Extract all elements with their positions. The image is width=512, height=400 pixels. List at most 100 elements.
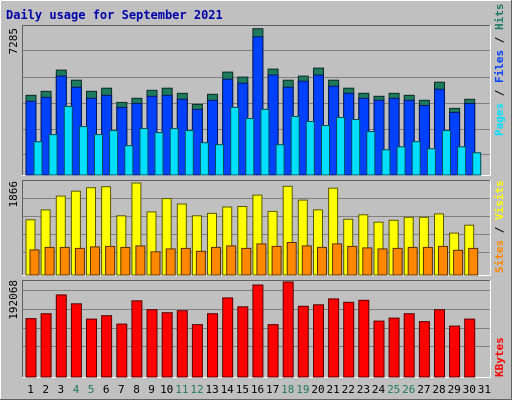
day-label-11: 11 [175, 383, 188, 396]
pages-bar-day-25 [396, 146, 406, 176]
sites-bar-day-13 [211, 246, 221, 276]
kbytes-bar-day-30 [464, 318, 476, 378]
pages-bar-day-15 [245, 118, 255, 176]
kbytes-bar-day-26 [403, 313, 415, 378]
kbytes-bar-day-15 [237, 306, 249, 378]
pages-bar-day-18 [290, 116, 300, 176]
kbytes-bar-day-23 [358, 299, 370, 378]
day-label-10: 10 [160, 383, 173, 396]
hits-files-pages-panel [22, 25, 491, 176]
legend-pages: Pages [493, 103, 506, 136]
day-label-18: 18 [281, 383, 294, 396]
kbytes-bar-day-21 [328, 298, 340, 378]
day-label-30: 30 [463, 383, 476, 396]
sites-bar-day-3 [59, 246, 70, 276]
pages-bar-day-23 [366, 131, 376, 176]
sites-bar-day-29 [453, 249, 464, 276]
day-label-3: 3 [57, 383, 64, 396]
kbytes-bar-day-29 [449, 325, 461, 378]
visits-sites-panel [22, 180, 491, 276]
pages-bar-day-29 [457, 146, 467, 176]
pages-bar-day-13 [215, 144, 224, 176]
kbytes-bar-day-17 [267, 324, 279, 378]
pages-bar-day-5 [94, 134, 103, 176]
day-label-22: 22 [342, 383, 355, 396]
pages-bar-day-26 [411, 141, 421, 176]
files-bar-day-30 [464, 102, 476, 176]
pages-bar-day-3 [63, 105, 73, 176]
pages-bar-day-21 [336, 117, 346, 176]
day-label-6: 6 [103, 383, 110, 396]
files-bar-day-13 [207, 99, 218, 176]
kbytes-bar-day-22 [343, 301, 355, 378]
legend-sep-3: / [493, 220, 506, 240]
sites-bar-day-14 [226, 245, 237, 276]
day-label-4: 4 [73, 383, 80, 396]
pages-bar-day-20 [321, 125, 330, 176]
day-label-31: 31 [478, 383, 491, 396]
files-bar-day-1 [25, 100, 37, 176]
kbytes-bar-day-9 [146, 309, 158, 378]
sites-bar-day-5 [90, 246, 100, 276]
files-bar-day-25 [388, 97, 400, 176]
day-label-27: 27 [417, 383, 430, 396]
kbytes-bar-day-16 [252, 284, 264, 378]
visits-panel-legend: Sites / Visits [493, 180, 506, 273]
day-label-28: 28 [432, 383, 445, 396]
day-label-24: 24 [372, 383, 386, 396]
pages-bar-day-8 [139, 128, 149, 176]
kbytes-bar-day-18 [282, 281, 294, 378]
kbytes-bar-day-4 [70, 303, 82, 378]
kbytes-bar-day-1 [25, 318, 37, 378]
kbytes-bar-day-14 [222, 297, 234, 378]
pages-bar-day-11 [184, 130, 194, 176]
day-label-19: 19 [296, 383, 309, 396]
legend-sep-2: / [493, 30, 506, 50]
sites-bar-day-23 [362, 247, 373, 276]
kbytes-bar-day-5 [86, 318, 97, 378]
pages-bar-day-12 [199, 142, 209, 176]
day-label-16: 16 [251, 383, 264, 396]
pages-bar-day-4 [78, 126, 88, 176]
files-bar-day-27 [418, 104, 430, 176]
pages-bar-day-9 [154, 132, 164, 176]
sites-bar-day-10 [165, 248, 176, 276]
visits-panel-ymax-label: 1866 [7, 181, 20, 208]
sites-bar-day-24 [377, 248, 388, 276]
day-label-5: 5 [88, 383, 95, 396]
day-label-29: 29 [448, 383, 461, 396]
sites-bar-day-27 [422, 246, 433, 276]
sites-bar-day-1 [29, 249, 40, 276]
kbytes-bar-day-11 [176, 310, 188, 378]
sites-bar-day-8 [135, 245, 146, 276]
kbytes-bar-day-2 [40, 313, 52, 378]
chart-title: Daily usage for September 2021 [6, 8, 223, 22]
day-label-21: 21 [326, 383, 339, 396]
day-label-25: 25 [387, 383, 400, 396]
pages-bar-day-27 [426, 148, 436, 176]
day-label-1: 1 [27, 383, 34, 396]
legend-sites: Sites [493, 240, 506, 273]
day-label-13: 13 [205, 383, 218, 396]
pages-bar-day-2 [48, 134, 58, 176]
sites-bar-day-26 [407, 246, 418, 276]
kbytes-bar-day-7 [116, 323, 128, 378]
kbytes-bar-day-19 [297, 305, 309, 378]
kbytes-bar-day-3 [55, 294, 67, 378]
kbytes-bar-day-12 [191, 324, 203, 378]
pages-bar-day-1 [33, 141, 43, 176]
kbytes-bar-day-20 [313, 304, 324, 378]
kbytes-bar-day-24 [373, 320, 385, 378]
sites-bar-day-12 [195, 250, 206, 276]
sites-bar-day-21 [332, 243, 343, 276]
pages-bar-day-19 [305, 121, 315, 176]
sites-bar-day-4 [74, 247, 85, 276]
day-label-14: 14 [221, 383, 235, 396]
pages-bar-day-30 [472, 152, 482, 176]
sites-bar-day-6 [105, 245, 116, 276]
kbytes-bar-day-8 [131, 300, 143, 378]
sites-bar-day-19 [301, 245, 312, 276]
files-bar-day-26 [403, 99, 415, 176]
pages-bar-day-28 [442, 130, 451, 176]
sites-bar-day-20 [317, 246, 327, 276]
